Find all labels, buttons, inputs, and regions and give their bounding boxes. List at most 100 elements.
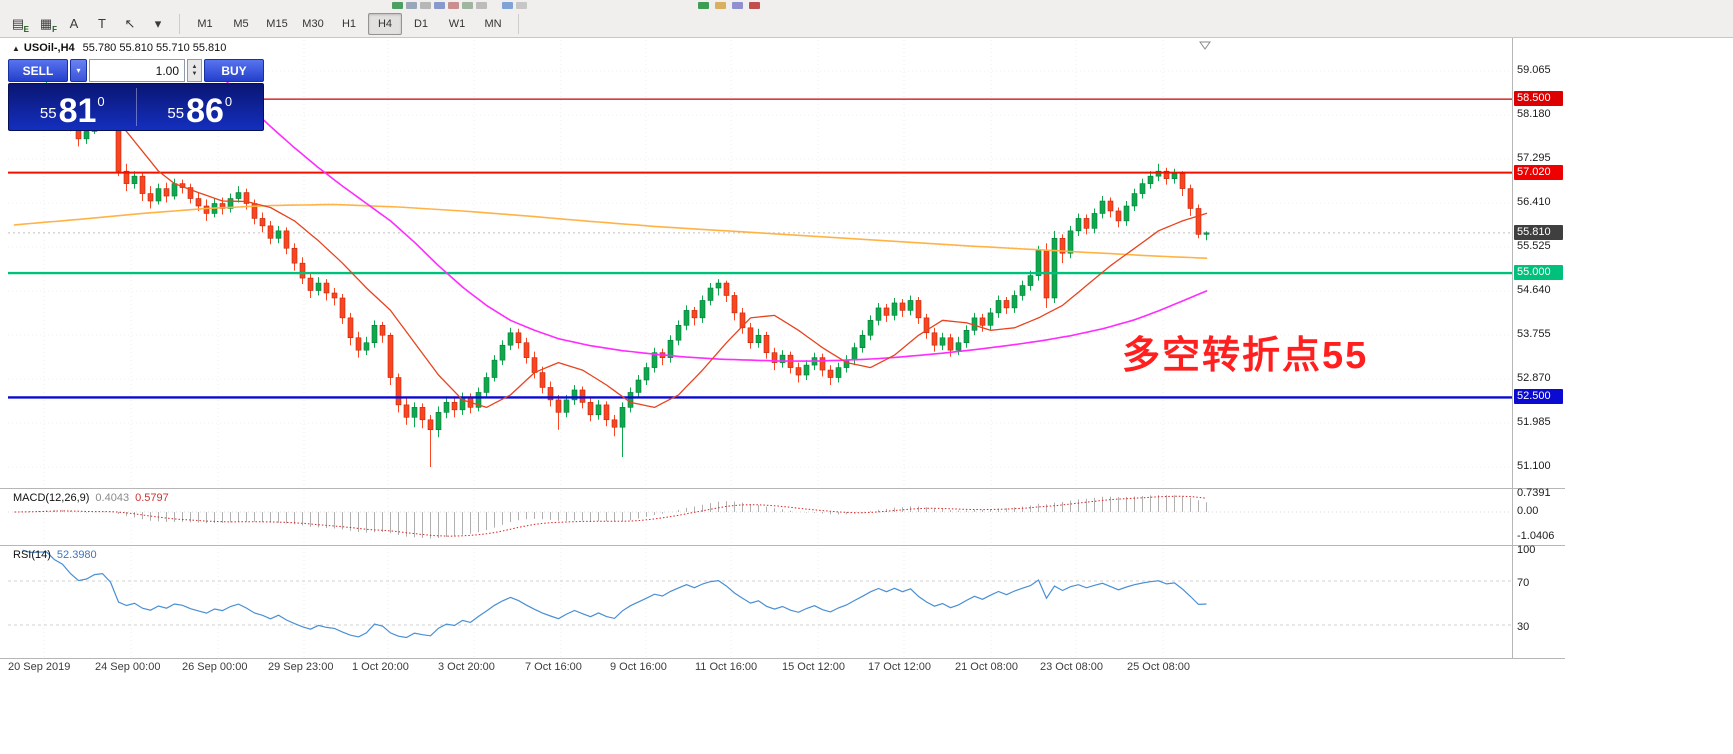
price-axis-label: 56.410 <box>1517 196 1551 208</box>
price-axis-label: 52.870 <box>1517 372 1551 384</box>
volume-input[interactable] <box>89 59 185 82</box>
bid-ask-display: 55 81 0 55 86 0 <box>8 83 264 131</box>
volume-spinner[interactable]: ▲ ▼ <box>187 59 202 82</box>
toolbar-separator <box>179 13 180 34</box>
text-frame-tool-icon[interactable]: T <box>98 16 106 31</box>
time-axis-label: 21 Oct 08:00 <box>955 661 1018 673</box>
sell-price-sup: 0 <box>97 94 105 109</box>
price-tag-58.500: 58.500 <box>1514 91 1563 107</box>
price-axis-label: 58.180 <box>1517 108 1551 120</box>
time-axis-label: 1 Oct 20:00 <box>352 661 409 673</box>
price-axis-label: 51.100 <box>1517 460 1551 473</box>
toolbar-icon-partial[interactable] <box>698 2 709 9</box>
sell-price-big: 81 <box>58 92 97 130</box>
time-axis-label: 24 Sep 00:00 <box>95 661 161 673</box>
time-axis-label: 20 Sep 2019 <box>8 661 71 673</box>
timeframe-button-mn[interactable]: MN <box>484 17 502 30</box>
time-axis-label: 9 Oct 16:00 <box>610 661 667 673</box>
charts-toolbar: ▤ E ▦ F A T ↖ ▾ M1 M5 M15 M30 H1 H4 D1 W1 MN <box>0 10 1733 38</box>
sell-price-small: 55 <box>39 105 57 122</box>
time-axis-label: 26 Sep 00:00 <box>182 661 248 673</box>
toolbar-icon-partial[interactable] <box>406 2 417 9</box>
buy-price-big: 86 <box>186 92 224 130</box>
text-label-tool-icon[interactable]: A <box>69 16 79 31</box>
timeframe-button-h4[interactable]: H4 <box>368 12 402 35</box>
timeframe-button-m15[interactable]: M15 <box>266 17 288 30</box>
toolbar-icon-partial[interactable] <box>732 2 743 9</box>
chart-templates-e-icon[interactable]: ▤ E <box>11 15 29 35</box>
timeframe-button-h1[interactable]: H1 <box>341 17 357 30</box>
toolbar-icon-partial[interactable] <box>434 2 445 9</box>
time-axis-label: 17 Oct 12:00 <box>868 661 931 673</box>
price-axis: 59.065 58.180 57.295 56.410 55.525 54.640 53.7… <box>1513 36 1571 666</box>
price-axis-label: 55.525 <box>1517 240 1551 252</box>
sell-button[interactable]: SELL <box>8 59 68 82</box>
price-axis-label: 54.640 <box>1517 284 1551 296</box>
price-axis-label: 59.065 <box>1517 64 1551 76</box>
chart-symbol-label: USOil-,H4 <box>23 42 75 54</box>
price-tag-55.810: 55.810 <box>1514 224 1563 240</box>
time-axis-label: 29 Sep 23:00 <box>268 661 334 673</box>
rsi-value: 52.3980 <box>56 549 97 561</box>
chevron-up-icon: ▲ <box>191 63 198 70</box>
toolbar-icon-partial[interactable] <box>476 2 487 9</box>
toolbar-icon-partial[interactable] <box>715 2 726 9</box>
toolbar-icon-partial[interactable] <box>420 2 431 9</box>
toolbar-icon-partial[interactable] <box>502 2 513 9</box>
price-tag-57.020: 57.020 <box>1514 164 1563 180</box>
chevron-down-icon: ▾ <box>76 66 81 75</box>
sell-price[interactable]: 55 81 0 <box>9 84 136 130</box>
price-axis-label: 51.985 <box>1517 416 1551 429</box>
top-toolbar-partial <box>0 0 1733 10</box>
macd-label: MACD(12,26,9) 0.4043 0.5797 <box>13 492 169 504</box>
cursor-tool-icon[interactable]: ↖ <box>124 15 136 31</box>
macd-name: MACD(12,26,9) <box>13 492 90 504</box>
toolbar-icon-partial[interactable] <box>448 2 459 9</box>
timeframe-button-m5[interactable]: M5 <box>233 17 249 30</box>
toolbar-icon-partial[interactable] <box>392 2 403 9</box>
timeframe-button-group: M1 M5 M15 M30 H1 H4 D1 W1 MN <box>187 12 511 35</box>
chevron-down-icon: ▼ <box>191 70 198 77</box>
rsi-axis-label: 100 <box>1517 544 1536 556</box>
timeframe-button-w1[interactable]: W1 <box>448 17 466 30</box>
macd-value-2: 0.5797 <box>135 492 169 504</box>
time-axis-label: 23 Oct 08:00 <box>1040 661 1103 673</box>
toolbar-icon-partial[interactable] <box>462 2 473 9</box>
price-tag-52.500: 52.500 <box>1514 389 1563 405</box>
rsi-axis-label: 30 <box>1517 621 1530 633</box>
macd-axis-label: -1.0406 <box>1517 530 1555 543</box>
timeframe-button-m30[interactable]: M30 <box>302 17 324 30</box>
chart-ohlc-values: 55.780 55.810 55.710 55.810 <box>82 42 227 54</box>
chart-templates-f-icon[interactable]: ▦ F <box>39 15 57 35</box>
chart-title: ▲ USOil-,H4 55.780 55.810 55.710 55.810 <box>12 42 226 54</box>
time-axis-label: 15 Oct 12:00 <box>782 661 845 673</box>
time-axis-label: 11 Oct 16:00 <box>695 661 758 673</box>
rsi-name: RSI(14) <box>13 549 51 561</box>
toolbar-icon-partial[interactable] <box>516 2 527 9</box>
buy-price-sup: 0 <box>224 94 233 109</box>
buy-button[interactable]: BUY <box>204 59 264 82</box>
timeframe-button-m1[interactable]: M1 <box>197 17 213 30</box>
toolbar-icon-partial[interactable] <box>749 2 760 9</box>
macd-value-1: 0.4043 <box>95 492 130 504</box>
time-axis-label: 25 Oct 08:00 <box>1127 661 1190 673</box>
time-axis-label: 3 Oct 20:00 <box>438 661 495 673</box>
chart-annotation-text: 多空转折点55 <box>1122 335 1369 377</box>
price-axis-label: 53.755 <box>1517 328 1551 340</box>
rsi-axis-label: 70 <box>1517 577 1530 589</box>
macd-axis-label: 0.00 <box>1517 505 1539 517</box>
volume-dropdown-button[interactable]: ▾ <box>70 59 87 82</box>
price-axis-label: 57.295 <box>1517 152 1551 164</box>
toolbar-separator <box>518 13 519 34</box>
buy-price[interactable]: 55 86 0 <box>137 84 264 130</box>
timeframe-button-d1[interactable]: D1 <box>413 17 429 30</box>
tool-dropdown-icon[interactable]: ▾ <box>154 15 162 31</box>
macd-axis-label: 0.7391 <box>1517 486 1551 499</box>
time-axis-label: 7 Oct 16:00 <box>525 661 582 673</box>
time-axis: 20 Sep 2019 24 Sep 00:00 26 Sep 00:00 29 Se… <box>0 661 1565 677</box>
price-tag-55.000: 55.000 <box>1514 265 1563 281</box>
panel-collapse-icon[interactable]: ▲ <box>12 44 20 53</box>
